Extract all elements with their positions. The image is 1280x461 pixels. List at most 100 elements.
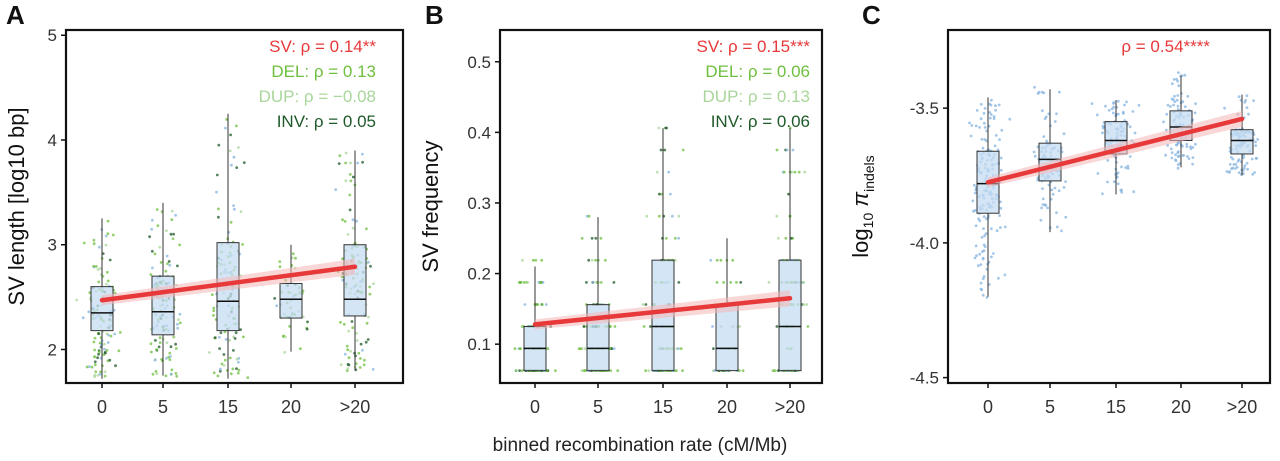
box-iqr: [778, 259, 802, 372]
point: [283, 350, 287, 354]
box-1: [523, 266, 547, 372]
point: [987, 283, 991, 286]
point: [1053, 120, 1057, 123]
point: [233, 207, 236, 211]
point: [351, 218, 355, 222]
point: [1175, 77, 1179, 81]
point: [997, 276, 1000, 280]
point: [1095, 113, 1099, 117]
point: [365, 321, 369, 325]
point: [1003, 273, 1007, 277]
point: [1245, 161, 1249, 165]
point: [291, 252, 295, 256]
point: [679, 347, 683, 350]
point: [220, 362, 224, 366]
x-tick-label: 0: [97, 397, 107, 417]
point: [772, 369, 776, 372]
point: [1243, 164, 1247, 168]
point: [164, 269, 168, 273]
point: [278, 265, 282, 269]
point: [337, 162, 341, 166]
box-2: [586, 217, 610, 372]
point: [973, 191, 977, 195]
point: [362, 363, 366, 367]
point: [82, 241, 86, 245]
point: [306, 320, 309, 324]
point: [150, 218, 154, 222]
point: [1182, 154, 1185, 157]
point: [1172, 103, 1175, 107]
annotation-sv: SV: ρ = 0.14**: [269, 37, 376, 56]
point: [93, 363, 97, 367]
point: [983, 107, 987, 110]
point: [157, 345, 161, 349]
point: [366, 338, 370, 341]
point: [351, 175, 355, 179]
point: [1116, 182, 1120, 186]
point: [715, 258, 719, 262]
point: [1064, 180, 1067, 184]
point: [81, 316, 85, 320]
point: [993, 144, 997, 148]
point: [582, 325, 586, 328]
point: [96, 268, 100, 271]
point: [1057, 189, 1061, 193]
point: [219, 367, 222, 371]
point: [233, 337, 237, 340]
annotation-sv: ρ = 0.54****: [1121, 37, 1210, 56]
point: [367, 260, 370, 264]
point: [346, 233, 350, 236]
point: [997, 103, 1001, 107]
point: [1064, 215, 1068, 219]
point: [1162, 120, 1165, 124]
point: [357, 351, 361, 355]
point: [338, 154, 342, 158]
point: [514, 369, 518, 372]
point: [1194, 142, 1197, 146]
point: [1055, 225, 1059, 229]
point: [356, 161, 359, 165]
point: [777, 236, 780, 240]
point: [1187, 157, 1191, 161]
point: [347, 363, 351, 367]
point: [540, 258, 544, 262]
point: [222, 364, 226, 367]
point: [1106, 180, 1109, 184]
point: [1033, 154, 1037, 158]
point: [1041, 109, 1044, 112]
annotation-inv: INV: ρ = 0.05: [277, 112, 376, 131]
point: [217, 207, 220, 211]
point: [159, 261, 163, 264]
point: [348, 193, 352, 197]
point: [1175, 143, 1178, 147]
box-iqr: [715, 304, 739, 372]
shared-x-axis-label: binned recombination rate (cM/Mb): [493, 435, 788, 456]
point: [224, 126, 227, 130]
point: [1233, 167, 1237, 170]
point: [106, 341, 110, 344]
point: [1234, 163, 1238, 166]
point: [213, 336, 217, 340]
point: [784, 236, 788, 240]
point: [793, 170, 797, 174]
point: [278, 260, 282, 263]
point: [361, 160, 364, 164]
point: [782, 170, 786, 174]
point: [85, 365, 89, 369]
annotation-dup: DUP: ρ = 0.13: [703, 87, 810, 106]
point: [974, 224, 978, 228]
point: [355, 219, 358, 223]
point: [1231, 157, 1235, 161]
point: [659, 148, 663, 152]
point: [985, 296, 989, 299]
point: [224, 338, 228, 341]
point: [719, 258, 723, 262]
point: [713, 369, 717, 372]
point: [1040, 90, 1044, 94]
point: [165, 341, 169, 345]
point: [273, 297, 277, 300]
point: [775, 325, 779, 328]
point: [168, 351, 172, 355]
point: [154, 339, 157, 342]
